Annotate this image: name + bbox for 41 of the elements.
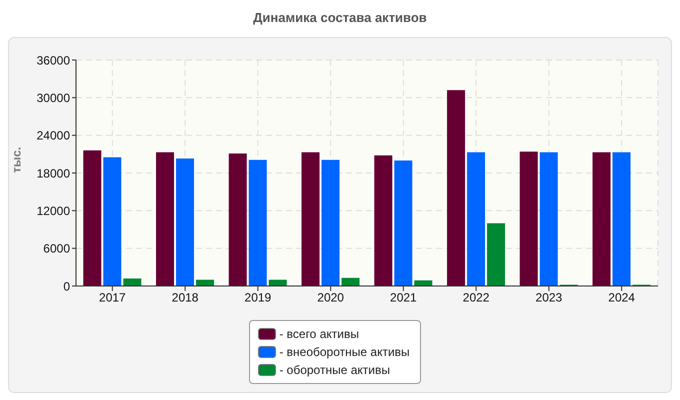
bar [342, 278, 360, 286]
legend-label: - оборотные активы [279, 363, 390, 377]
bar [268, 280, 287, 286]
legend-label: - всего активы [279, 327, 359, 341]
bar [176, 158, 194, 286]
bar [374, 155, 392, 286]
x-tick-label: 2020 [317, 290, 344, 305]
x-tick-label: 2024 [608, 290, 636, 305]
y-tick-label: 6000 [43, 242, 70, 256]
bar [123, 278, 142, 286]
x-tick-label: 2022 [462, 290, 490, 305]
legend-label: - внеоборотные активы [279, 345, 410, 359]
x-tick-label: 2021 [390, 290, 418, 305]
bar [322, 160, 340, 286]
y-tick-label: 18000 [36, 166, 70, 180]
bar [540, 152, 558, 286]
bar [467, 152, 486, 286]
y-axis-title: тыс. [9, 146, 24, 173]
bar [228, 154, 247, 286]
x-tick-label: 2017 [99, 290, 126, 305]
bar [302, 152, 320, 286]
y-tick-label: 12000 [36, 204, 70, 218]
bar [156, 152, 174, 286]
bar [83, 150, 102, 286]
y-tick-label: 0 [63, 279, 70, 294]
bar [248, 160, 267, 286]
bar [592, 152, 611, 286]
bar [447, 90, 466, 286]
x-tick-label: 2018 [172, 290, 199, 305]
bar [196, 280, 214, 286]
chart-title: Динамика состава активов [252, 9, 428, 27]
bar [487, 223, 506, 286]
y-tick-label: 24000 [36, 128, 70, 143]
bar [612, 152, 631, 286]
x-tick-label: 2019 [244, 290, 272, 305]
y-tick-label: 30000 [36, 90, 70, 105]
bar [520, 152, 538, 286]
bar [103, 157, 122, 286]
bar [394, 160, 412, 286]
y-tick-label: 36000 [36, 53, 70, 68]
x-tick-label: 2023 [536, 290, 563, 305]
